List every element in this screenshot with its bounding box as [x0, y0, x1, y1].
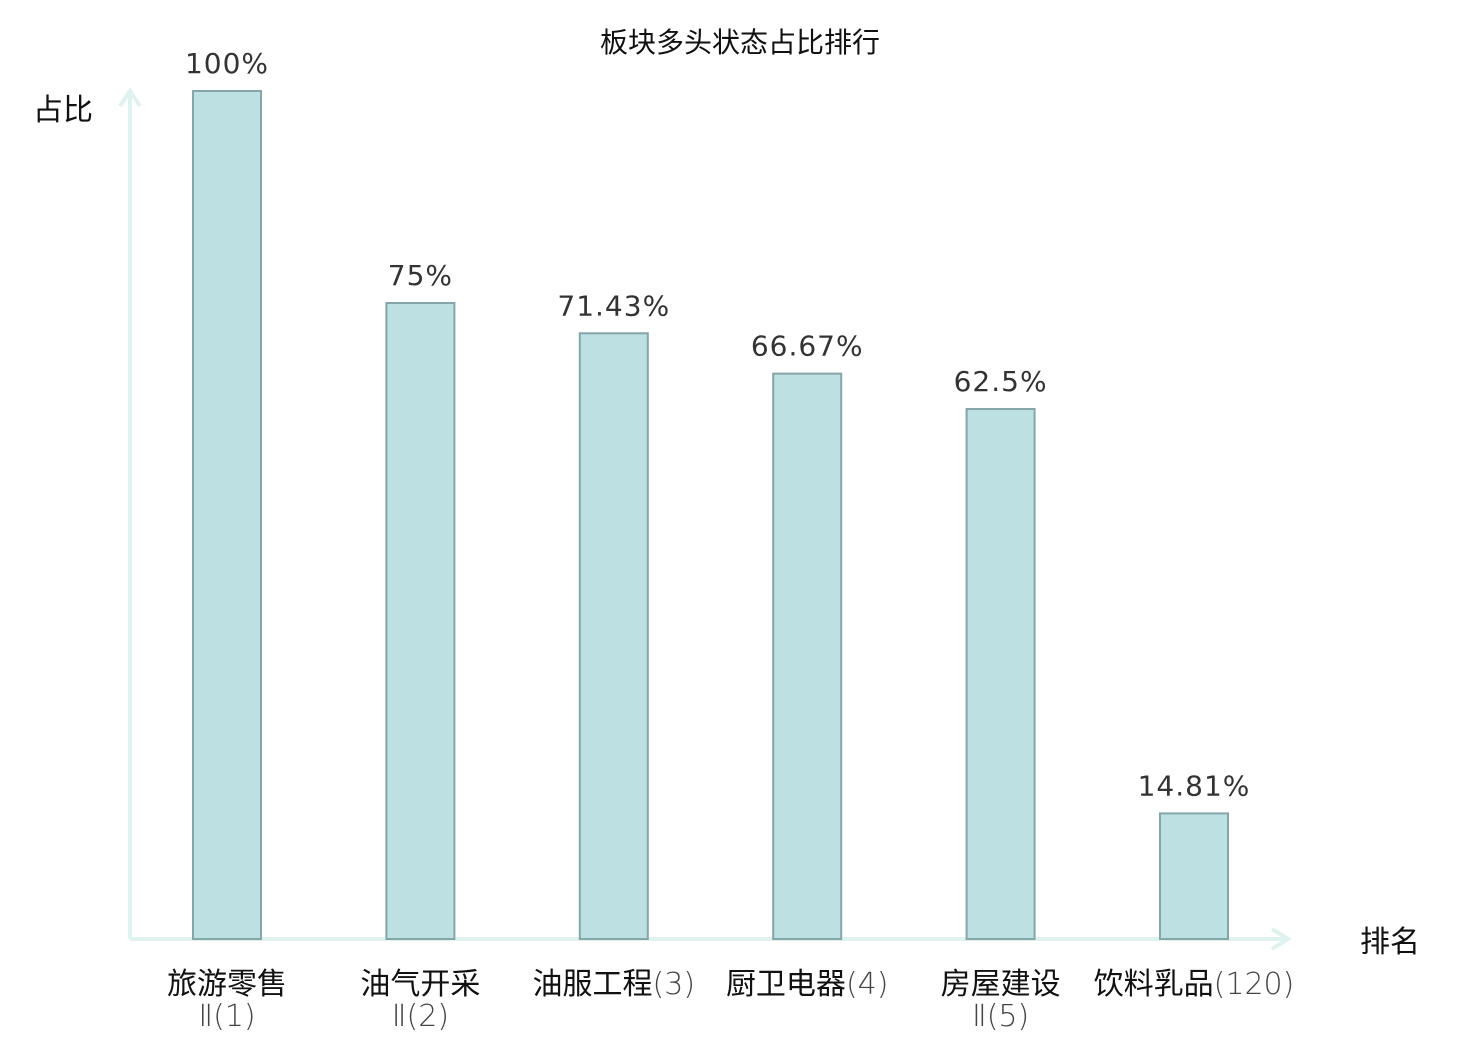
bar-value-label: 62.5% [954, 365, 1048, 398]
bar [192, 90, 262, 940]
axes [118, 87, 1292, 951]
x-axis-label: 排名 [1360, 925, 1420, 960]
bar-value-label: 71.43% [557, 289, 670, 322]
value-labels-group: 100% 75% 71.43% 66.67% 62.5% 14.81% [185, 47, 1251, 802]
bar-value-label: 66.67% [751, 330, 864, 363]
category-name: 饮料乳品 [1094, 967, 1214, 1002]
chart-title: 板块多头状态占比排行 [600, 26, 880, 59]
category-label: 饮料乳品(120) [1094, 967, 1295, 1002]
bar [965, 408, 1036, 940]
bar-value-label: 75% [388, 259, 453, 292]
category-rank: Ⅱ(1) [198, 999, 255, 1034]
category-rank: Ⅱ(2) [392, 999, 449, 1034]
category-label: 油服工程(3) [533, 967, 696, 1002]
category-label: 房屋建设 [941, 967, 1061, 1002]
category-label: 厨卫电器(4) [726, 967, 889, 1002]
y-axis-label: 占比 [33, 93, 93, 128]
category-name: 房屋建设 [941, 967, 1061, 1002]
category-rank: (4) [846, 967, 889, 1002]
category-name: 油服工程 [533, 967, 653, 1002]
category-label: 旅游零售 [167, 967, 287, 1002]
bar [578, 332, 649, 940]
bar [385, 302, 456, 940]
category-name: 旅游零售 [167, 967, 287, 1002]
category-rank: (3) [653, 967, 696, 1002]
category-rank: Ⅱ(5) [972, 999, 1029, 1034]
category-label: 油气开采 [360, 967, 480, 1002]
bar-value-label: 100% [185, 47, 269, 80]
bars-group [192, 90, 1229, 940]
y-axis-arrow [118, 87, 142, 108]
bar [772, 372, 843, 940]
bar [1159, 812, 1229, 940]
category-rank: (120) [1214, 967, 1295, 1002]
category-name: 厨卫电器 [726, 967, 846, 1002]
category-name: 油气开采 [360, 967, 480, 1002]
bar-value-label: 14.81% [1138, 769, 1251, 802]
x-axis-arrow [1270, 927, 1292, 951]
